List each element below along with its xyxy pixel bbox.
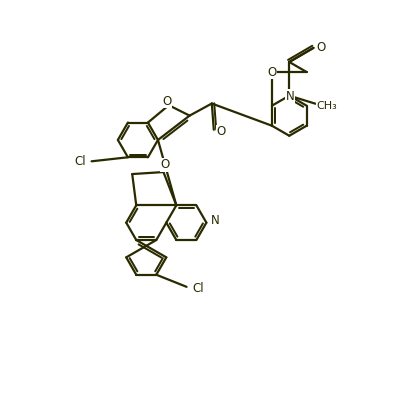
Text: N: N [211, 214, 220, 227]
Text: CH₃: CH₃ [316, 101, 337, 111]
Text: Cl: Cl [192, 282, 204, 295]
Text: O: O [267, 65, 277, 79]
Text: O: O [316, 41, 325, 54]
Text: Cl: Cl [75, 155, 86, 168]
Text: O: O [162, 94, 171, 108]
Text: O: O [216, 125, 226, 138]
Text: N: N [286, 90, 294, 103]
Text: O: O [161, 158, 170, 171]
